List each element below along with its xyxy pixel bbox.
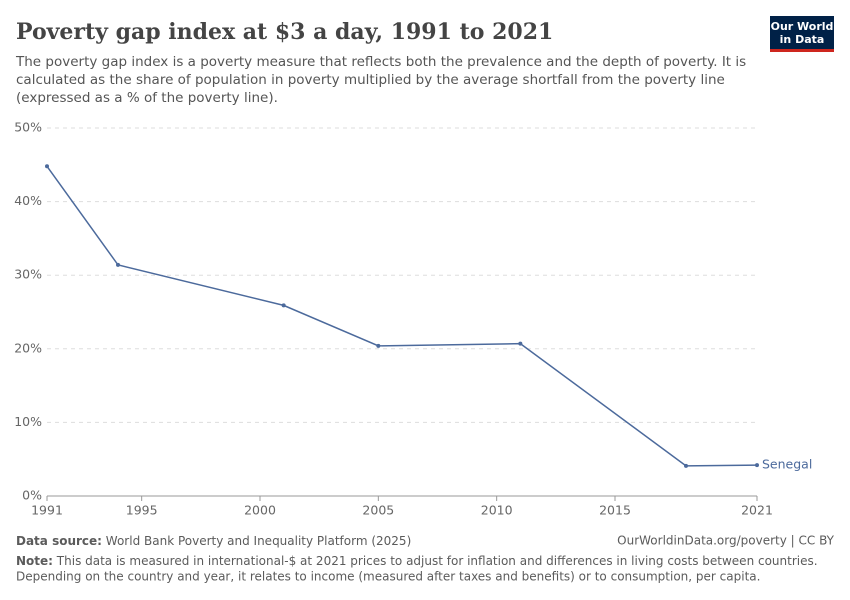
- subtitle: The poverty gap index is a poverty measu…: [15, 54, 746, 70]
- point: [281, 303, 286, 308]
- note-text: Depending on the country and year, it re…: [16, 570, 760, 584]
- x-tick-label: 2021: [741, 503, 773, 518]
- point: [376, 343, 381, 348]
- x-tick-label: 2015: [599, 503, 631, 518]
- y-tick-label: 10%: [14, 414, 42, 429]
- logo-text: Our World: [771, 20, 834, 33]
- x-tick-label: 2005: [362, 503, 394, 518]
- y-tick-label: 50%: [14, 120, 42, 135]
- note-label: Note:: [16, 554, 53, 568]
- point: [45, 164, 49, 169]
- logo-text: in Data: [780, 33, 825, 46]
- y-tick-label: 20%: [14, 340, 42, 355]
- point: [684, 463, 688, 468]
- x-tick-label: 1995: [126, 503, 158, 518]
- point: [116, 262, 120, 267]
- subtitle: calculated as the share of population in…: [16, 72, 725, 88]
- y-tick-label: 40%: [14, 193, 42, 208]
- x-tick-label: 2000: [244, 503, 276, 518]
- source-text: World Bank Poverty and Inequality Platfo…: [106, 534, 411, 548]
- chart-title: Poverty gap index at $3 a day, 1991 to 2…: [16, 19, 553, 45]
- point: [755, 463, 759, 468]
- y-tick-label: 30%: [14, 267, 42, 282]
- logo-link[interactable]: Our World in Data: [770, 16, 834, 52]
- x-tick-label: 1991: [31, 503, 63, 518]
- note-text: This data is measured in international-$…: [56, 554, 818, 568]
- y-tick-label: 0%: [22, 488, 42, 503]
- note: Note: This data is measured in internati…: [16, 554, 818, 568]
- source-label: Data source:: [16, 534, 102, 548]
- logo[interactable]: [770, 16, 834, 52]
- logo-bar: [770, 49, 834, 52]
- point: [518, 341, 523, 346]
- link[interactable]: OurWorldinData.org/poverty | CC BY: [617, 534, 835, 548]
- series-label: Senegal: [762, 457, 812, 472]
- x-tick-label: 2010: [481, 503, 513, 518]
- line: [46, 165, 758, 467]
- source: Data source: World Bank Poverty and Ineq…: [16, 534, 411, 548]
- subtitle: (expressed as a % of the poverty line).: [16, 90, 278, 106]
